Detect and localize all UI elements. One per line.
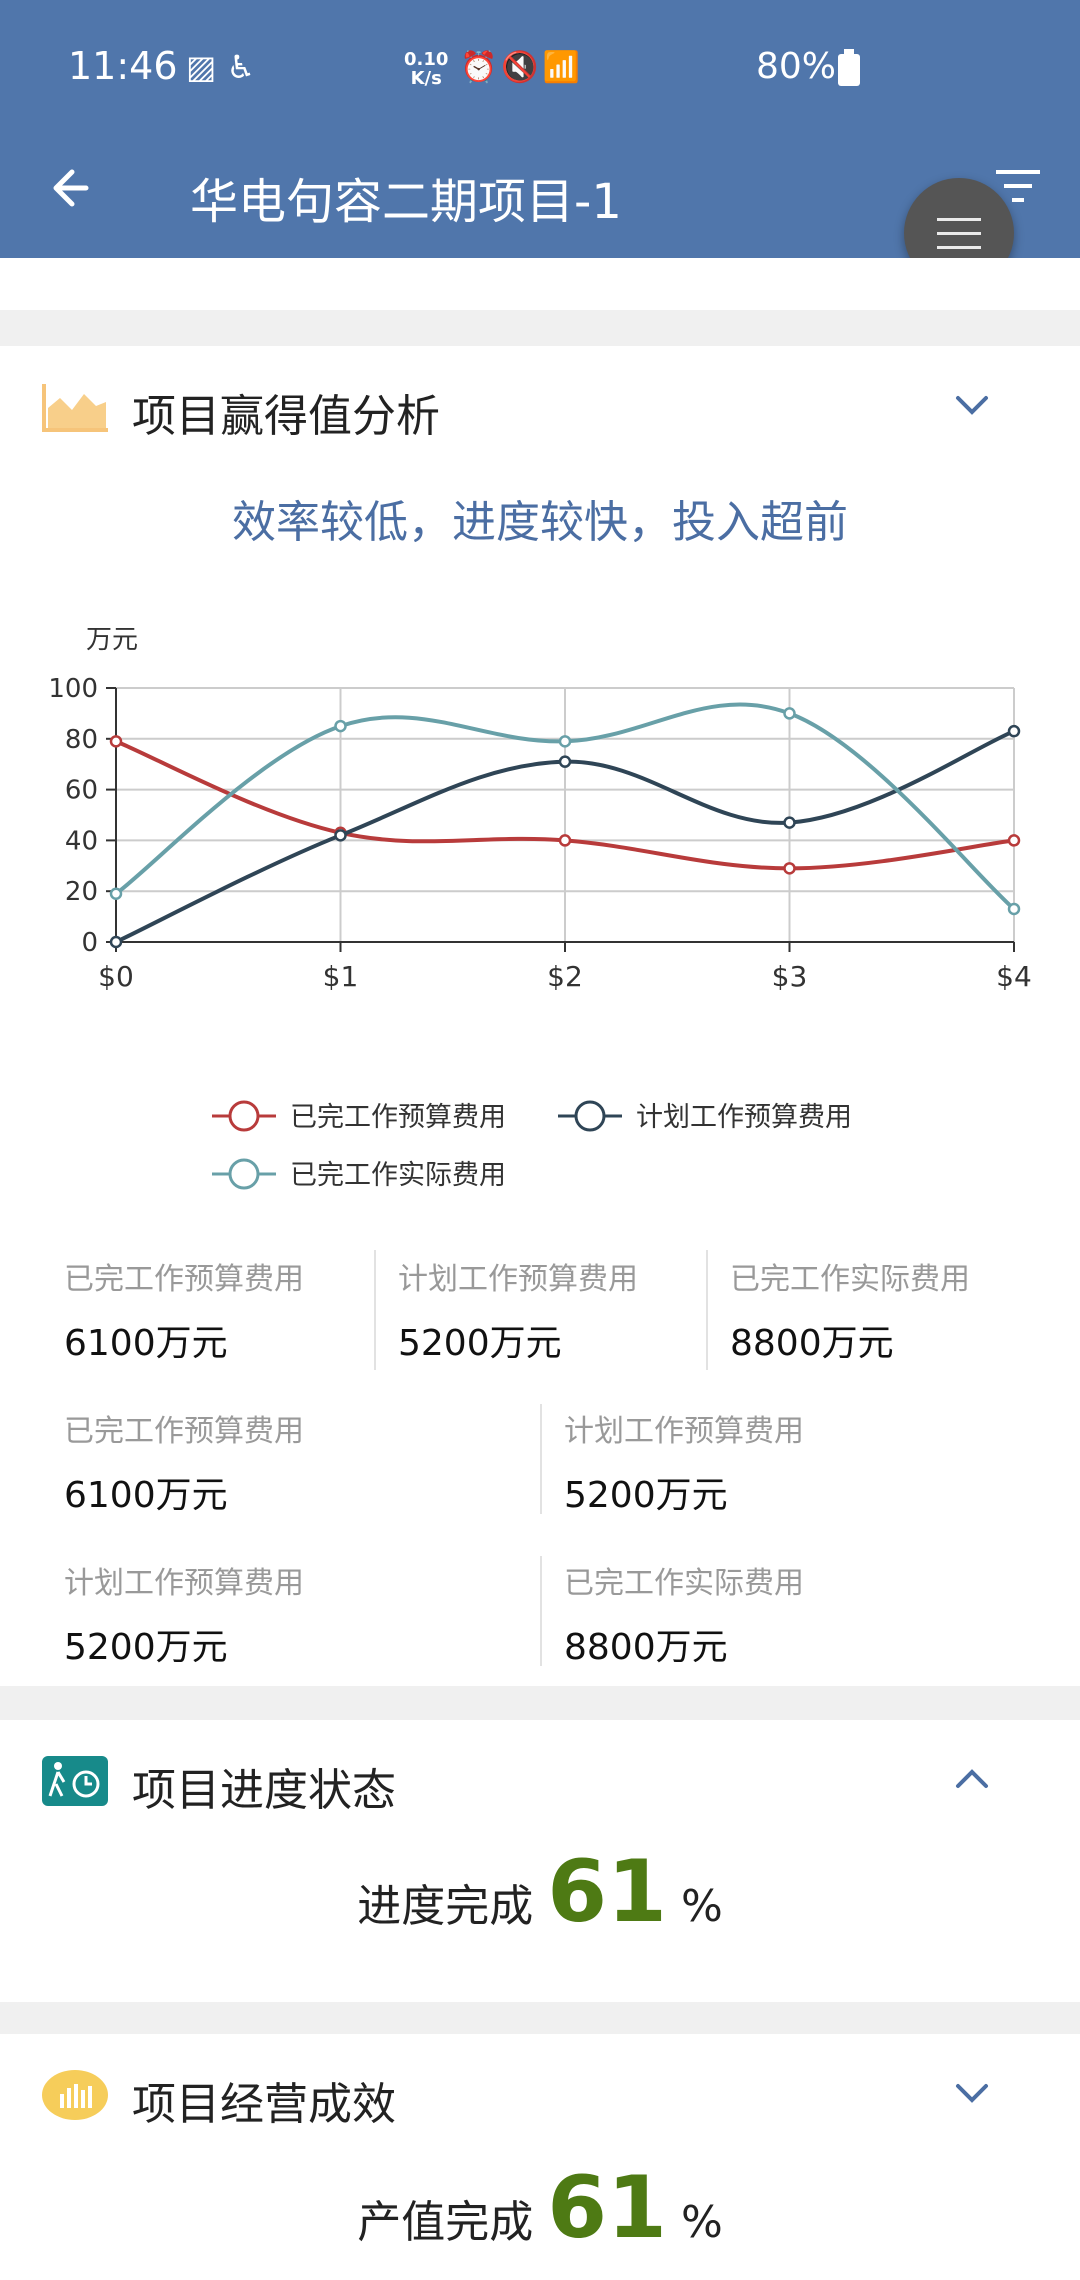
progress-unit: %: [680, 1881, 723, 1932]
data-point: [558, 755, 572, 768]
data-point: [783, 862, 796, 875]
progress-label: 进度完成: [357, 1881, 534, 1932]
operation-label: 产值完成: [357, 2197, 534, 2248]
battery-icon: [838, 49, 860, 86]
data-point: [109, 887, 123, 900]
stat-label: 已完工作实际费用: [730, 1262, 970, 1297]
chevron-down-icon[interactable]: [952, 2078, 992, 2108]
bar-chart-icon: [42, 2070, 108, 2120]
data-point: [109, 735, 123, 748]
arrow-left-icon[interactable]: [46, 160, 102, 216]
earned-value-header[interactable]: 项目赢得值分析: [0, 346, 1080, 466]
x-tick-label: $4: [996, 960, 1032, 993]
stat-label: 已完工作实际费用: [564, 1566, 804, 1601]
earned-value-verdict: 效率较低，进度较快，投入超前: [232, 497, 848, 548]
stat-value: 8800万元: [730, 1323, 894, 1364]
operation-header[interactable]: 项目经营成效: [0, 2034, 1080, 2154]
previous-card-bottom: [0, 258, 1080, 310]
stat-pv-2: 计划工作预算费用 5200万元: [564, 1406, 804, 1518]
progress-value: 61: [547, 1842, 667, 1942]
earned-value-card: 项目赢得值分析 效率较低，进度较快，投入超前 万元 0 20 40 60 80 100 $0 $…: [0, 346, 1080, 1686]
data-point: [558, 735, 572, 748]
area-chart-icon: [42, 384, 108, 432]
y-tick-label: 20: [65, 877, 98, 907]
chevron-up-icon[interactable]: [952, 1764, 992, 1794]
operation-value: 61: [547, 2158, 667, 2258]
app-bar: 华电句容二期项目-1: [0, 138, 1080, 258]
y-tick-label: 100: [48, 674, 98, 704]
stat-label: 已完工作预算费用: [64, 1414, 304, 1449]
divider: [540, 1404, 542, 1514]
legend-marker: [574, 1100, 606, 1132]
x-tick-label: $0: [98, 960, 134, 993]
stat-label: 计划工作预算费用: [64, 1566, 304, 1601]
chevron-down-icon[interactable]: [952, 390, 992, 420]
stat-value: 6100万元: [64, 1323, 228, 1364]
progress-card: 项目进度状态 进度完成 61%: [0, 1720, 1080, 2002]
filter-icon[interactable]: [994, 166, 1042, 206]
stat-pv-1: 计划工作预算费用 5200万元: [398, 1254, 638, 1366]
y-tick-label: 0: [81, 928, 98, 958]
schedule-icon: [42, 1756, 108, 1806]
legend-label: 计划工作预算费用: [636, 1102, 852, 1133]
stat-ac-1: 已完工作实际费用 8800万元: [730, 1254, 970, 1366]
operation-summary: 产值完成 61%: [0, 2158, 1080, 2258]
stat-value: 5200万元: [398, 1323, 562, 1364]
stat-ac-3: 已完工作实际费用 8800万元: [564, 1558, 804, 1670]
signal-icons: ⏰🔇📶: [460, 50, 585, 85]
divider: [540, 1556, 542, 1666]
y-tick-label: 60: [65, 776, 98, 806]
net-speed: 0.10 K/s: [404, 49, 449, 89]
stat-label: 已完工作预算费用: [64, 1262, 304, 1297]
data-point: [783, 707, 796, 720]
stat-value: 6100万元: [64, 1475, 228, 1516]
data-point: [1007, 834, 1021, 847]
x-tick-label: $3: [772, 960, 808, 993]
legend-marker: [228, 1158, 260, 1190]
stat-pv-3: 计划工作预算费用 5200万元: [64, 1558, 304, 1670]
progress-summary: 进度完成 61%: [0, 1842, 1080, 1942]
battery-percent: 80%: [756, 46, 837, 87]
progress-header[interactable]: 项目进度状态: [0, 1720, 1080, 1840]
stat-label: 计划工作预算费用: [564, 1414, 804, 1449]
data-point: [1007, 724, 1021, 738]
operation-title: 项目经营成效: [132, 2079, 396, 2130]
divider: [374, 1250, 376, 1370]
legend-marker: [228, 1100, 260, 1132]
stat-value: 5200万元: [64, 1627, 228, 1668]
earned-value-chart: 万元 0 20 40 60 80 100 $0 $1 $2 $3 $4 已完工作预算费用 计划工作预算费用…: [48, 625, 1032, 1191]
y-tick-label: 40: [65, 826, 98, 856]
data-point: [334, 719, 347, 733]
stat-label: 计划工作预算费用: [398, 1262, 638, 1297]
page-title: 华电句容二期项目-1: [190, 174, 622, 230]
data-point: [109, 935, 123, 949]
operation-unit: %: [680, 2197, 723, 2248]
status-bar: 11:46 ▨ ♿ 0.10 K/s ⏰🔇📶 80%: [0, 0, 1080, 138]
x-tick-label: $1: [323, 960, 359, 993]
stat-value: 8800万元: [564, 1627, 728, 1668]
stat-ev-2: 已完工作预算费用 6100万元: [64, 1406, 304, 1518]
data-point: [1007, 902, 1021, 916]
divider: [706, 1250, 708, 1370]
status-time: 11:46: [68, 44, 178, 88]
progress-title: 项目进度状态: [132, 1765, 396, 1816]
menu-icon: [937, 218, 981, 221]
data-point: [558, 834, 572, 847]
legend-label: 已完工作实际费用: [290, 1160, 506, 1191]
stat-value: 5200万元: [564, 1475, 728, 1516]
operation-card: 项目经营成效 产值完成 61%: [0, 2034, 1080, 2280]
legend-label: 已完工作预算费用: [290, 1102, 506, 1133]
earned-value-title: 项目赢得值分析: [132, 391, 440, 442]
x-tick-label: $2: [547, 960, 583, 993]
data-point: [334, 829, 347, 842]
y-tick-label: 80: [65, 725, 98, 755]
data-point: [783, 816, 796, 829]
stat-ev-1: 已完工作预算费用 6100万元: [64, 1254, 304, 1366]
gallery-icon: ▨ ♿: [186, 48, 256, 86]
y-axis-label: 万元: [86, 625, 138, 655]
